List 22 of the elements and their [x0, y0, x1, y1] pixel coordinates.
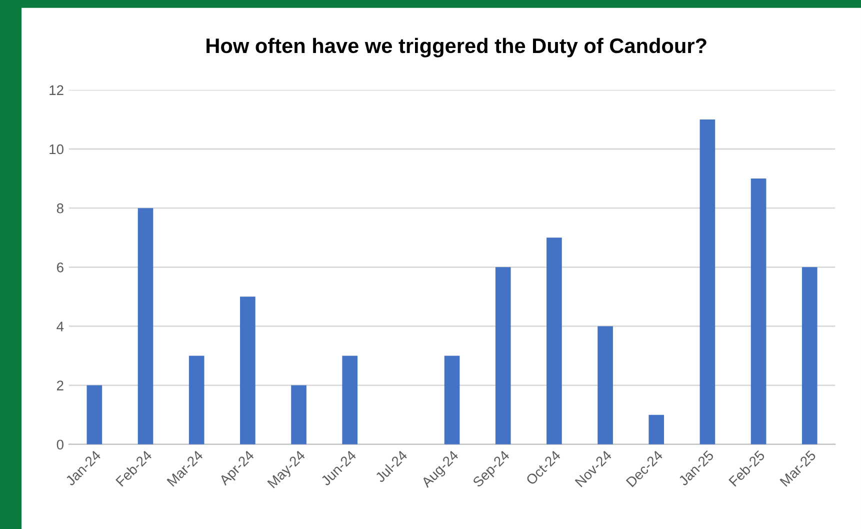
y-tick-label: 6 [57, 262, 64, 272]
bar [444, 356, 460, 444]
bar [546, 238, 562, 444]
chart-title: How often have we triggered the Duty of Candour? [206, 38, 706, 58]
y-tick-label: 0 [56, 440, 64, 450]
bar [750, 178, 766, 444]
bar [188, 356, 204, 444]
y-tick-label: 10 [50, 144, 64, 154]
bar [648, 414, 664, 444]
y-tick-label: 8 [56, 203, 64, 214]
bar [291, 385, 306, 444]
bar [495, 267, 511, 444]
bar [598, 326, 613, 444]
bar [802, 267, 818, 444]
bar [86, 385, 102, 444]
bar [138, 208, 154, 444]
bar [700, 119, 716, 444]
bar [240, 296, 256, 444]
y-tick-label: 2 [56, 380, 64, 390]
bar [342, 356, 358, 444]
y-tick-label: 4 [56, 322, 64, 332]
y-tick-label: 12 [50, 85, 64, 95]
